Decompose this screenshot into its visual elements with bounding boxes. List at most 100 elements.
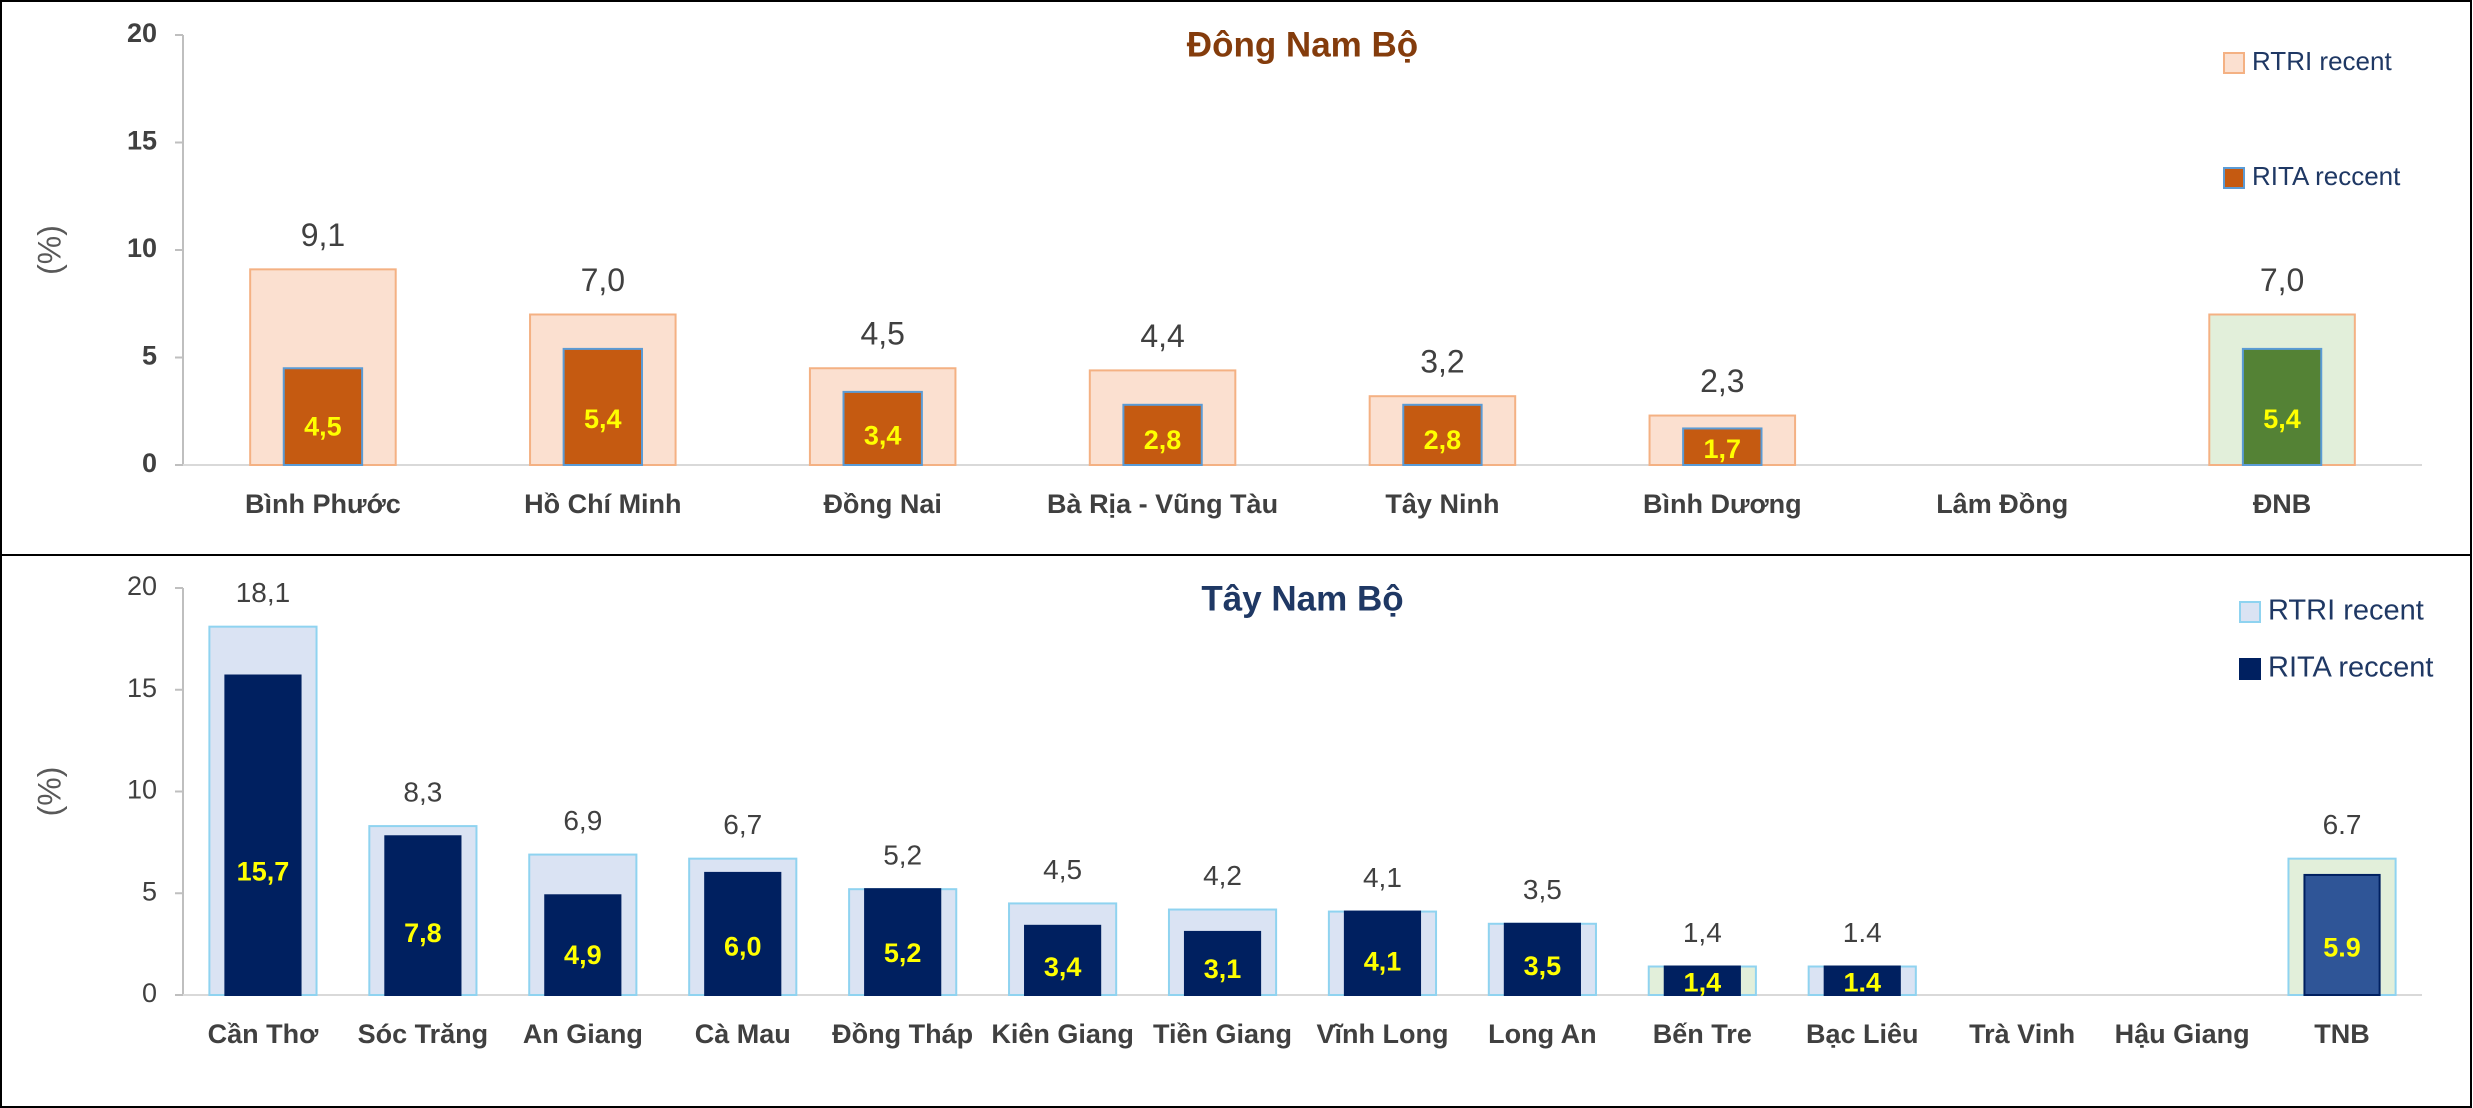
y-tick-label: 15	[127, 126, 157, 156]
data-label: 4,4	[1140, 318, 1184, 354]
data-label: 5,2	[884, 938, 922, 968]
legend-label: RITA reccent	[2268, 652, 2433, 684]
legend-swatch	[2223, 167, 2245, 189]
bar	[282, 367, 364, 466]
data-label: 3,5	[1523, 874, 1562, 905]
y-tick-label: 20	[127, 571, 157, 601]
bar	[2241, 347, 2323, 466]
bar	[384, 835, 462, 997]
data-label: 3,2	[1420, 344, 1464, 380]
legend-label: RITA reccent	[2252, 161, 2401, 191]
data-label: 4,9	[564, 940, 602, 970]
x-tick-label: Hồ Chí Minh	[524, 489, 681, 519]
legend-swatch	[2239, 601, 2261, 623]
x-tick-label: Đồng Tháp	[832, 1019, 973, 1049]
x-tick-label: Đồng Nai	[823, 489, 942, 519]
x-tick-label: Long An	[1488, 1019, 1596, 1049]
data-label: 4,5	[1043, 854, 1082, 885]
data-label: 6,9	[563, 805, 602, 836]
x-tick-label: Vĩnh Long	[1316, 1019, 1448, 1049]
x-tick-label: Lâm Đồng	[1936, 489, 2068, 519]
bar	[2303, 873, 2381, 996]
bar	[224, 674, 302, 996]
bar	[864, 888, 942, 996]
data-label: 4,1	[1363, 862, 1402, 893]
data-label: 3,5	[1524, 951, 1562, 981]
x-tick-label: Cà Mau	[695, 1019, 791, 1049]
bar	[562, 347, 643, 466]
y-axis-label: (%)	[31, 225, 67, 275]
data-label: 4,1	[1364, 946, 1402, 976]
bar	[1682, 427, 1763, 467]
data-label: 3,1	[1204, 954, 1242, 984]
data-label: 2,8	[1144, 425, 1182, 455]
x-tick-label: Kiên Giang	[991, 1019, 1134, 1049]
y-tick-label: 15	[127, 673, 157, 703]
bar	[1823, 965, 1901, 997]
x-tick-label: Cần Thơ	[208, 1019, 319, 1049]
x-tick-label: Sóc Trăng	[358, 1019, 489, 1049]
data-label: 1,4	[1683, 917, 1722, 948]
x-tick-label: Bình Phước	[245, 489, 401, 519]
bar	[1024, 924, 1102, 996]
y-tick-label: 10	[127, 233, 157, 263]
data-label: 2,8	[1424, 425, 1462, 455]
x-tick-label: Tây Ninh	[1385, 489, 1499, 519]
chart-title: Đông Nam Bộ	[1187, 25, 1418, 64]
y-tick-label: 10	[127, 775, 157, 805]
bar	[1122, 403, 1203, 466]
data-label: 3,4	[864, 420, 902, 450]
x-tick-label: ĐNB	[2253, 489, 2312, 519]
x-tick-label: Bến Tre	[1653, 1019, 1752, 1049]
x-tick-label: Tiền Giang	[1153, 1019, 1292, 1049]
x-tick-label: Bạc Liêu	[1806, 1019, 1919, 1049]
x-tick-label: Trà Vinh	[1969, 1019, 2075, 1049]
bar	[544, 894, 622, 996]
x-tick-label: Bình Dương	[1643, 489, 1802, 519]
bar	[1343, 910, 1422, 996]
data-label: 5,4	[584, 404, 622, 434]
data-label: 18,1	[236, 577, 291, 608]
bar	[842, 390, 923, 466]
data-label: 7,0	[581, 262, 625, 298]
data-label: 5,2	[883, 840, 922, 871]
y-axis-label: (%)	[31, 767, 67, 817]
legend-swatch	[2239, 658, 2261, 680]
data-label: 4,5	[860, 316, 904, 352]
x-tick-label: An Giang	[523, 1019, 643, 1049]
y-tick-label: 0	[142, 978, 157, 1008]
data-label: 8,3	[403, 776, 442, 807]
data-label: 5,4	[2263, 404, 2301, 434]
data-label: 1,7	[1704, 434, 1742, 464]
y-tick-label: 5	[142, 341, 157, 371]
x-tick-label: Bà Rịa - Vũng Tàu	[1047, 489, 1278, 519]
data-label: 9,1	[301, 217, 345, 253]
y-tick-label: 5	[142, 876, 157, 906]
data-label: 15,7	[237, 857, 290, 887]
x-tick-label: Hậu Giang	[2115, 1019, 2250, 1049]
bar	[1402, 403, 1483, 466]
x-tick-label: TNB	[2314, 1019, 2370, 1049]
y-tick-label: 0	[142, 448, 157, 478]
data-label: 1.4	[1843, 967, 1881, 997]
bar	[1183, 930, 1262, 996]
data-label: 1,4	[1684, 967, 1722, 997]
data-label: 6,7	[723, 809, 762, 840]
data-label: 4,5	[304, 411, 342, 441]
bar	[704, 871, 782, 997]
data-label: 4,2	[1203, 860, 1242, 891]
bar	[1663, 965, 1741, 997]
data-label: 5.9	[2323, 933, 2361, 963]
legend-label: RTRI recent	[2252, 46, 2392, 76]
bar	[1503, 922, 1581, 997]
data-label: 1.4	[1843, 917, 1882, 948]
data-label: 6,0	[724, 932, 762, 962]
legend-swatch	[2223, 52, 2245, 74]
data-label: 7,8	[404, 918, 442, 948]
data-label: 3,4	[1044, 952, 1082, 982]
data-label: 6.7	[2323, 809, 2362, 840]
data-label: 7,0	[2260, 262, 2304, 298]
data-label: 2,3	[1700, 363, 1744, 399]
